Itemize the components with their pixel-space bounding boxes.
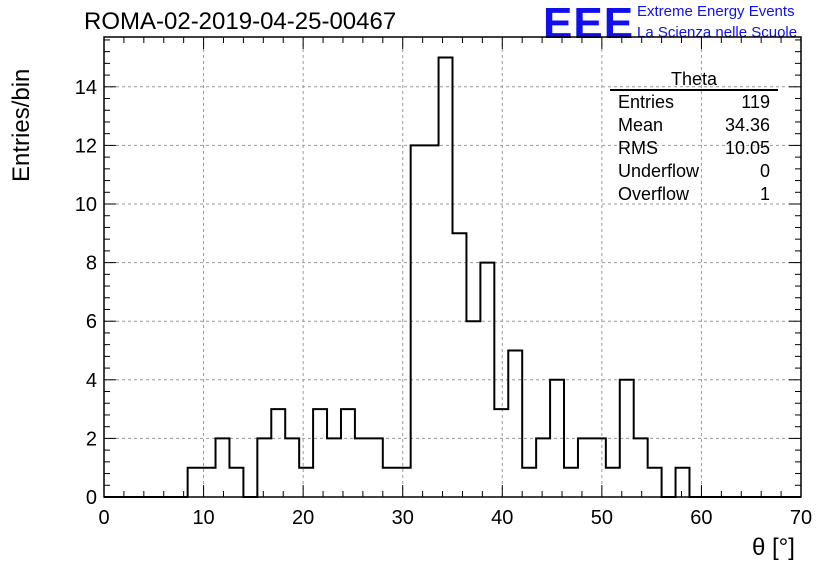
y-tick-label: 4 (86, 370, 97, 392)
x-tick-label: 50 (591, 507, 613, 529)
plot-frame (103, 36, 802, 498)
y-tick-label: 2 (86, 428, 97, 450)
stat-label: RMS (618, 138, 658, 158)
stat-row-underflow: Underflow 0 (610, 160, 778, 183)
x-tick-label: 10 (192, 507, 214, 529)
y-tick-label: 10 (75, 194, 97, 216)
x-tick-label: 20 (292, 507, 314, 529)
stat-label: Mean (618, 115, 664, 135)
stat-row-mean: Mean 34.36 (610, 114, 778, 137)
y-tick-label: 0 (86, 487, 97, 509)
stat-row-entries: Entries 119 (610, 91, 778, 114)
y-tick-label: 8 (86, 253, 97, 275)
page-title: ROMA-02-2019-04-25-00467 (84, 8, 397, 35)
x-tick-label: 30 (392, 507, 414, 529)
stat-value: 0 (759, 161, 770, 181)
stat-value: 34.36 (724, 115, 770, 135)
y-tick-label: 12 (75, 135, 97, 157)
y-tick-label: 6 (86, 311, 97, 333)
logo-subtitle-1: Extreme Energy Events (637, 3, 795, 20)
x-tick-label: 70 (790, 507, 812, 529)
stats-box: Theta Entries 119 Mean 34.36 RMS 10.05 U… (610, 69, 778, 206)
x-tick-label: 60 (690, 507, 712, 529)
histogram-line (104, 56, 801, 498)
stat-value: 119 (741, 92, 770, 112)
x-axis-label: θ [°] (752, 534, 795, 561)
y-tick-label: 14 (75, 77, 97, 99)
stat-value: 10.05 (724, 138, 770, 158)
x-tick-label: 0 (98, 507, 109, 529)
eee-logo: EEE (543, 0, 635, 48)
stats-title: Theta (610, 69, 778, 91)
stat-label: Overflow (618, 184, 690, 204)
y-axis-label: Entries/bin (8, 68, 35, 182)
stat-label: Entries (618, 92, 675, 112)
x-tick-label: 40 (491, 507, 513, 529)
stat-value: 1 (759, 184, 770, 204)
stat-row-overflow: Overflow 1 (610, 183, 778, 206)
stat-label: Underflow (618, 161, 700, 181)
stat-row-rms: RMS 10.05 (610, 137, 778, 160)
